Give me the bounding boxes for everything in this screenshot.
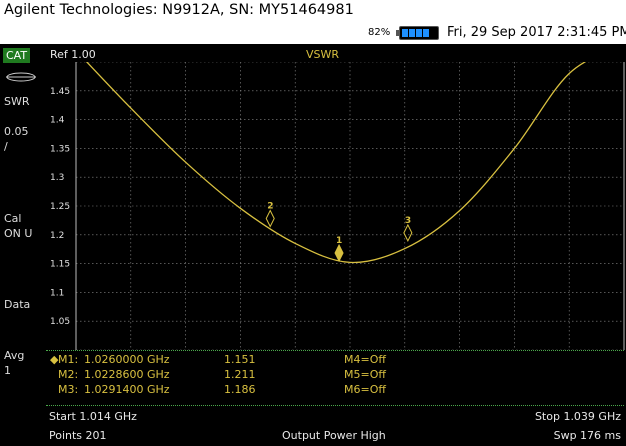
marker-table-value: 1.186 [224, 383, 256, 396]
footer: Start 1.014 GHz Stop 1.039 GHz Points 20… [46, 405, 624, 446]
softkey-cal-status: ON U [4, 227, 33, 240]
title-bar: Agilent Technologies: N9912A, SN: MY5146… [0, 0, 626, 22]
marker-label: 1 [336, 236, 342, 246]
marker-diamond [265, 209, 275, 228]
mode-cat-button[interactable]: CAT [3, 48, 31, 63]
measurement-screen [46, 44, 626, 445]
marker-label: 3 [405, 216, 411, 226]
marker-2[interactable]: 2 [265, 201, 275, 228]
marker-diamond [403, 223, 413, 242]
softkey-scale-div: / [4, 140, 8, 153]
y-tick-label: 1.45 [50, 87, 70, 97]
y-tick-label: 1.05 [50, 317, 70, 327]
marker-label: 2 [267, 201, 273, 211]
sweep-time: Swp 176 ms [553, 429, 621, 442]
markers: 1 2 3 [265, 201, 413, 263]
y-tick-label: 1.1 [50, 288, 64, 298]
marker-table-frequency: 1.0260000 GHz [84, 353, 170, 366]
softkey-swr[interactable]: SWR [4, 95, 30, 108]
marker-table-frequency: 1.0228600 GHz [84, 368, 170, 381]
battery-icon [396, 26, 439, 40]
active-marker-icon: ◆ [50, 353, 59, 366]
marker-table-label: M1: [58, 353, 79, 366]
softkey-cal[interactable]: Cal [4, 212, 22, 225]
softkey-avg[interactable]: Avg [4, 349, 25, 362]
softkey-data[interactable]: Data [4, 298, 31, 311]
vswr-plot[interactable]: 1.45 1.4 1.35 1.3 1.25 1.2 1.15 1.1 1.05 1 2 3 [46, 62, 626, 350]
softkey-scale[interactable]: 0.05 [4, 125, 29, 138]
softkey-avg-count: 1 [4, 364, 11, 377]
y-tick-label: 1.2 [50, 231, 64, 241]
y-tick-labels: 1.45 1.4 1.35 1.3 1.25 1.2 1.15 1.1 1.05 [50, 87, 70, 327]
marker-diamond [334, 243, 344, 263]
y-tick-label: 1.15 [50, 260, 70, 270]
grid [75, 62, 625, 350]
vswr-trace [85, 62, 587, 264]
marker-table: ◆ M1: 1.0260000 GHz 1.151 M4=Off M2: 1.0228600… [46, 350, 624, 406]
y-tick-label: 1.25 [50, 202, 70, 212]
battery-percent: 82% [368, 27, 391, 38]
marker-table-value: 1.151 [224, 353, 256, 366]
marker-3[interactable]: 3 [403, 216, 413, 242]
measurement-name: VSWR [306, 48, 340, 61]
datetime: Fri, 29 Sep 2017 2:31:45 PM [447, 25, 626, 40]
marker-table-frequency: 1.0291400 GHz [84, 383, 170, 396]
marker-table-label: M3: [58, 383, 79, 396]
points[interactable]: Points 201 [49, 429, 107, 442]
sidebar [0, 44, 44, 445]
stop-frequency[interactable]: Stop 1.039 GHz [534, 410, 621, 423]
y-tick-label: 1.4 [50, 116, 65, 126]
status-bar: 82% Fri, 29 Sep 2017 2:31:45 PM [0, 22, 626, 44]
marker-1[interactable]: 1 [334, 236, 344, 263]
marker-table-extra: M6=Off [344, 383, 386, 396]
marker-table-extra: M5=Off [344, 368, 386, 381]
start-frequency[interactable]: Start 1.014 GHz [49, 410, 137, 423]
marker-table-extra: M4=Off [344, 353, 386, 366]
cable-icon [6, 72, 36, 82]
y-tick-label: 1.35 [50, 144, 70, 154]
output-power: Output Power High [282, 429, 386, 442]
marker-table-label: M2: [58, 368, 79, 381]
y-tick-label: 1.3 [50, 173, 64, 183]
marker-table-value: 1.211 [224, 368, 256, 381]
ref-level: Ref 1.00 [50, 48, 96, 61]
window-title: Agilent Technologies: N9912A, SN: MY5146… [4, 2, 354, 18]
